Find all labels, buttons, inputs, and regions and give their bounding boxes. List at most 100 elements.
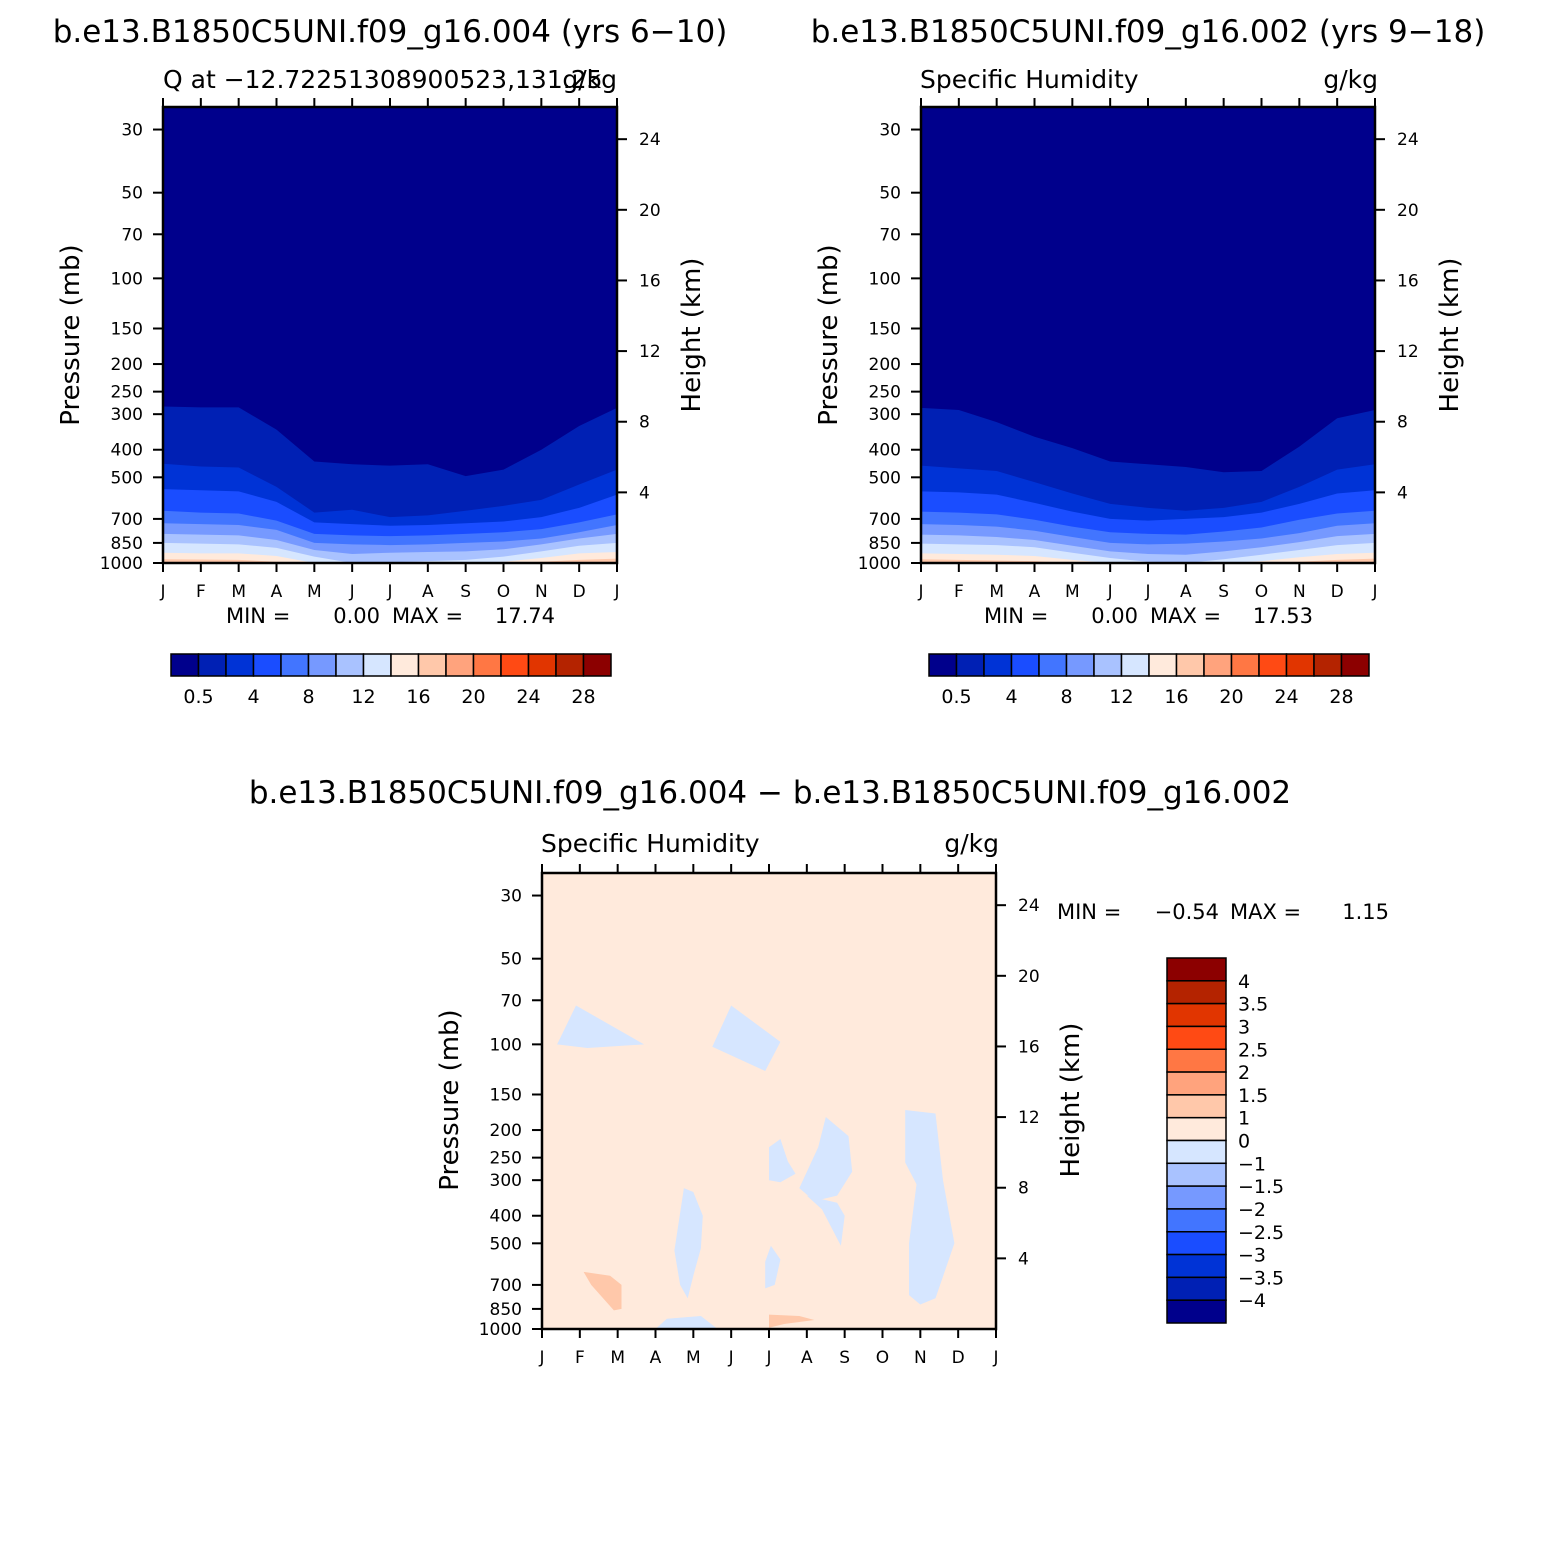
diff-region (674, 1188, 703, 1299)
height-tick-label: 4 (639, 483, 650, 503)
colorbar-box (1166, 980, 1227, 1005)
colorbar-box (1166, 1208, 1227, 1233)
colorbar-box (928, 653, 958, 677)
colorbar-label: 8 (1060, 686, 1072, 708)
x-tick-label: A (422, 582, 434, 602)
x-tick-label: O (876, 1348, 889, 1368)
panel-3-max-value: 1.15 (1342, 900, 1389, 924)
height-tick-label: 12 (639, 342, 661, 362)
colorbar-label: 1 (1238, 1108, 1250, 1130)
diff-region (806, 1195, 845, 1246)
colorbar-label: 0 (1238, 1131, 1250, 1153)
diff-region (905, 1110, 955, 1305)
colorbar-label: −2.5 (1238, 1222, 1284, 1244)
x-tick-label: J (1371, 582, 1377, 602)
colorbar-label: 4 (1005, 686, 1017, 708)
y-tick-label: 150 (869, 319, 901, 339)
x-tick-label: J (765, 1348, 771, 1368)
y-tick-label: 400 (869, 441, 901, 461)
y-tick-label: 50 (879, 184, 901, 204)
panel-3-min-label: MIN = (1057, 900, 1121, 924)
height-tick-label: 20 (1397, 201, 1419, 221)
y-tick-label: 1000 (100, 554, 143, 574)
y-tick-label: 850 (111, 534, 143, 554)
colorbar-label: 2 (1238, 1062, 1250, 1084)
panel-2-min-value: 0.00 (1091, 604, 1138, 628)
x-tick-label: M (231, 582, 246, 602)
height-tick-label: 12 (1018, 1108, 1040, 1128)
diff-region (583, 1271, 622, 1311)
panel-2-max-label: MAX = (1150, 604, 1221, 628)
x-tick-label: N (914, 1348, 927, 1368)
x-tick-label: M (307, 582, 322, 602)
colorbar-box (527, 653, 557, 677)
colorbar-label: 16 (1164, 686, 1188, 708)
height-tick-label: 4 (1397, 483, 1408, 503)
colorbar-box (335, 653, 365, 677)
colorbar-label: 4 (1238, 971, 1250, 993)
colorbar-box (362, 653, 392, 677)
y-tick-label: 400 (490, 1207, 522, 1227)
x-tick-label: D (952, 1348, 965, 1368)
colorbar-box (1166, 1162, 1227, 1187)
colorbar-label: 0.5 (183, 686, 213, 708)
panel-1-pressure-axis-label: Pressure (mb) (56, 244, 86, 425)
y-tick-label: 700 (490, 1276, 522, 1296)
y-tick-label: 250 (111, 383, 143, 403)
colorbar-label: 12 (351, 686, 375, 708)
y-tick-label: 300 (869, 405, 901, 425)
height-tick-label: 20 (639, 201, 661, 221)
colorbar-box (1313, 653, 1343, 677)
y-tick-label: 70 (500, 991, 522, 1011)
y-tick-label: 500 (490, 1234, 522, 1254)
y-tick-label: 100 (869, 269, 901, 289)
x-tick-label: J (538, 1348, 544, 1368)
x-tick-label: F (196, 582, 206, 602)
colorbar-label: −1 (1238, 1153, 1266, 1175)
height-tick-label: 8 (1018, 1179, 1029, 1199)
y-tick-label: 70 (121, 225, 143, 245)
x-tick-label: J (159, 582, 165, 602)
colorbar-box (472, 653, 502, 677)
panel-bottom: Specific Humidity g/kg J F M A M J J A S O N D J3050… (435, 829, 1389, 1368)
colorbar-box (170, 653, 200, 677)
top-right-figure-title: b.e13.B1850C5UNI.f09_g16.002 (yrs 9−18) (811, 14, 1486, 50)
colorbar-box (1166, 1048, 1227, 1073)
top-left-figure-title: b.e13.B1850C5UNI.f09_g16.004 (yrs 6−10) (53, 14, 728, 50)
colorbar-box (1166, 1185, 1227, 1210)
y-tick-label: 200 (869, 355, 901, 375)
y-tick-label: 30 (500, 887, 522, 907)
colorbar-label: 2.5 (1238, 1039, 1268, 1061)
colorbar-label: −4 (1238, 1290, 1266, 1312)
y-tick-label: 100 (490, 1035, 522, 1055)
colorbar-label: 16 (406, 686, 430, 708)
panel-2-max-value: 17.53 (1253, 604, 1313, 628)
diff-region (765, 1245, 781, 1289)
panel-3-max-label: MAX = (1230, 900, 1301, 924)
x-tick-label: S (460, 582, 471, 602)
colorbar-box (1148, 653, 1178, 677)
colorbar-box (500, 653, 530, 677)
diff-region (769, 1139, 796, 1183)
colorbar-label: 12 (1109, 686, 1133, 708)
y-tick-label: 850 (869, 534, 901, 554)
x-tick-label: S (839, 1348, 850, 1368)
x-tick-label: F (954, 582, 964, 602)
x-tick-label: J (1144, 582, 1150, 602)
panel-2-title: Specific Humidity (920, 65, 1139, 94)
colorbar-box (307, 653, 337, 677)
colorbar-box (1120, 653, 1150, 677)
height-tick-label: 16 (1018, 1037, 1040, 1057)
colorbar-box (1203, 653, 1233, 677)
colorbar-box (1010, 653, 1040, 677)
x-tick-label: A (801, 1348, 813, 1368)
colorbar-box (582, 653, 612, 677)
colorbar-box (1285, 653, 1315, 677)
colorbar-box (1166, 1071, 1227, 1096)
colorbar-label: −3.5 (1238, 1267, 1284, 1289)
x-tick-label: J (1107, 582, 1113, 602)
colorbar-label: 28 (1329, 686, 1353, 708)
